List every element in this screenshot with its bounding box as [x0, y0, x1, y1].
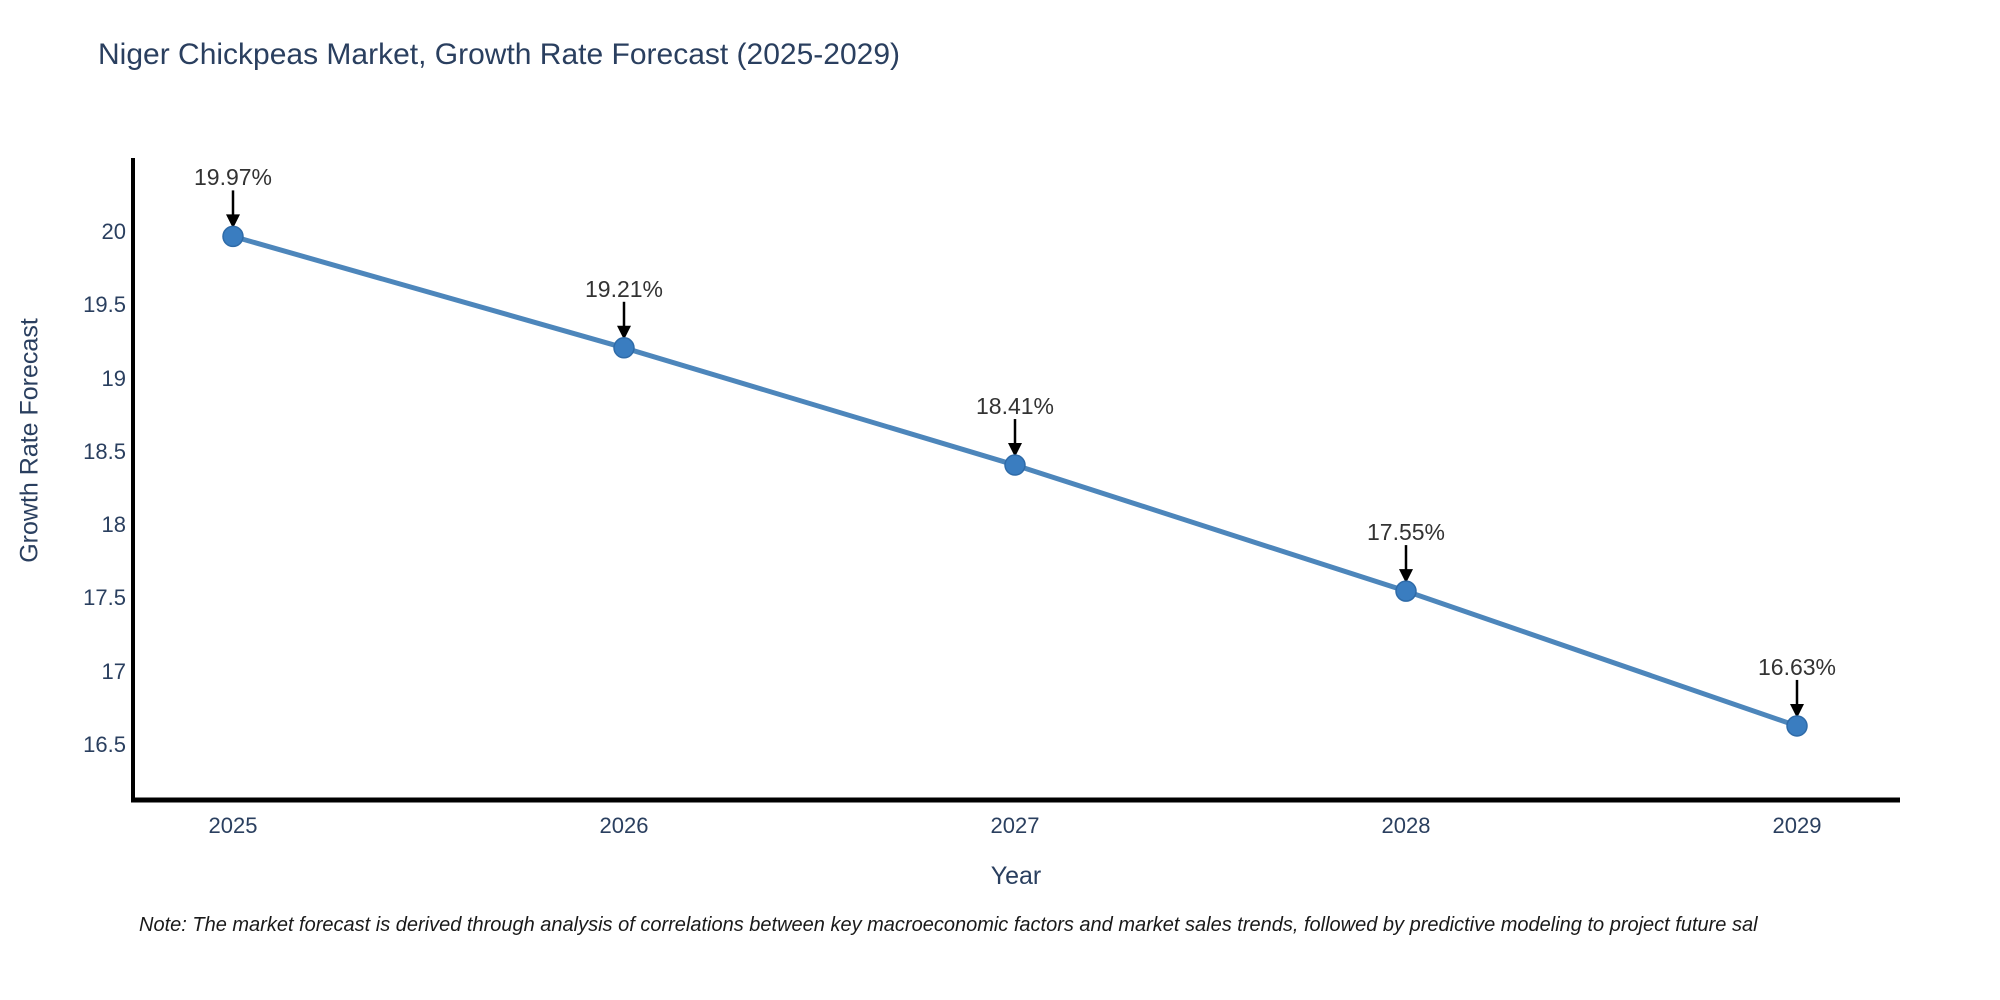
y-tick-label: 19 [101, 365, 126, 391]
y-tick-label: 20 [101, 219, 126, 244]
annotation-arrow-head [617, 325, 631, 340]
x-tick-label: 2026 [599, 813, 649, 838]
annotation-arrow-head [226, 214, 240, 229]
y-tick-label: 18 [101, 512, 126, 538]
x-tick-label: 2029 [1772, 813, 1822, 838]
data-point-marker[interactable] [613, 337, 635, 359]
series-line [230, 233, 1800, 729]
data-label: 17.55% [1366, 519, 1445, 546]
x-tick-label: 2025 [208, 813, 258, 838]
y-tick-label: 19.5 [83, 292, 126, 318]
data-point-marker[interactable] [1786, 715, 1808, 737]
x-tick-label: 2027 [990, 813, 1040, 838]
data-label: 18.41% [975, 393, 1054, 420]
data-point-marker[interactable] [1004, 454, 1026, 476]
annotation-arrow-head [1399, 569, 1413, 584]
data-label: 19.97% [193, 164, 272, 191]
y-tick-label: 18.5 [83, 438, 126, 464]
y-tick-label: 17.5 [83, 585, 126, 611]
annotation-arrow-head [1790, 703, 1804, 718]
y-tick-label: 16.5 [83, 731, 126, 757]
data-label: 19.21% [584, 275, 663, 302]
y-tick-label: 17 [101, 658, 126, 684]
data-point-marker[interactable] [222, 225, 244, 248]
x-tick-label: 2028 [1381, 813, 1431, 838]
data-label: 16.63% [1757, 653, 1836, 680]
x-axis-title: Year [990, 862, 1042, 890]
data-point-marker[interactable] [1395, 580, 1417, 602]
chart-title: Niger Chickpeas Market, Growth Rate Fore… [98, 38, 901, 71]
annotation-arrow-head [1008, 443, 1022, 458]
footnote: Note: The market forecast is derived thr… [139, 914, 1758, 936]
